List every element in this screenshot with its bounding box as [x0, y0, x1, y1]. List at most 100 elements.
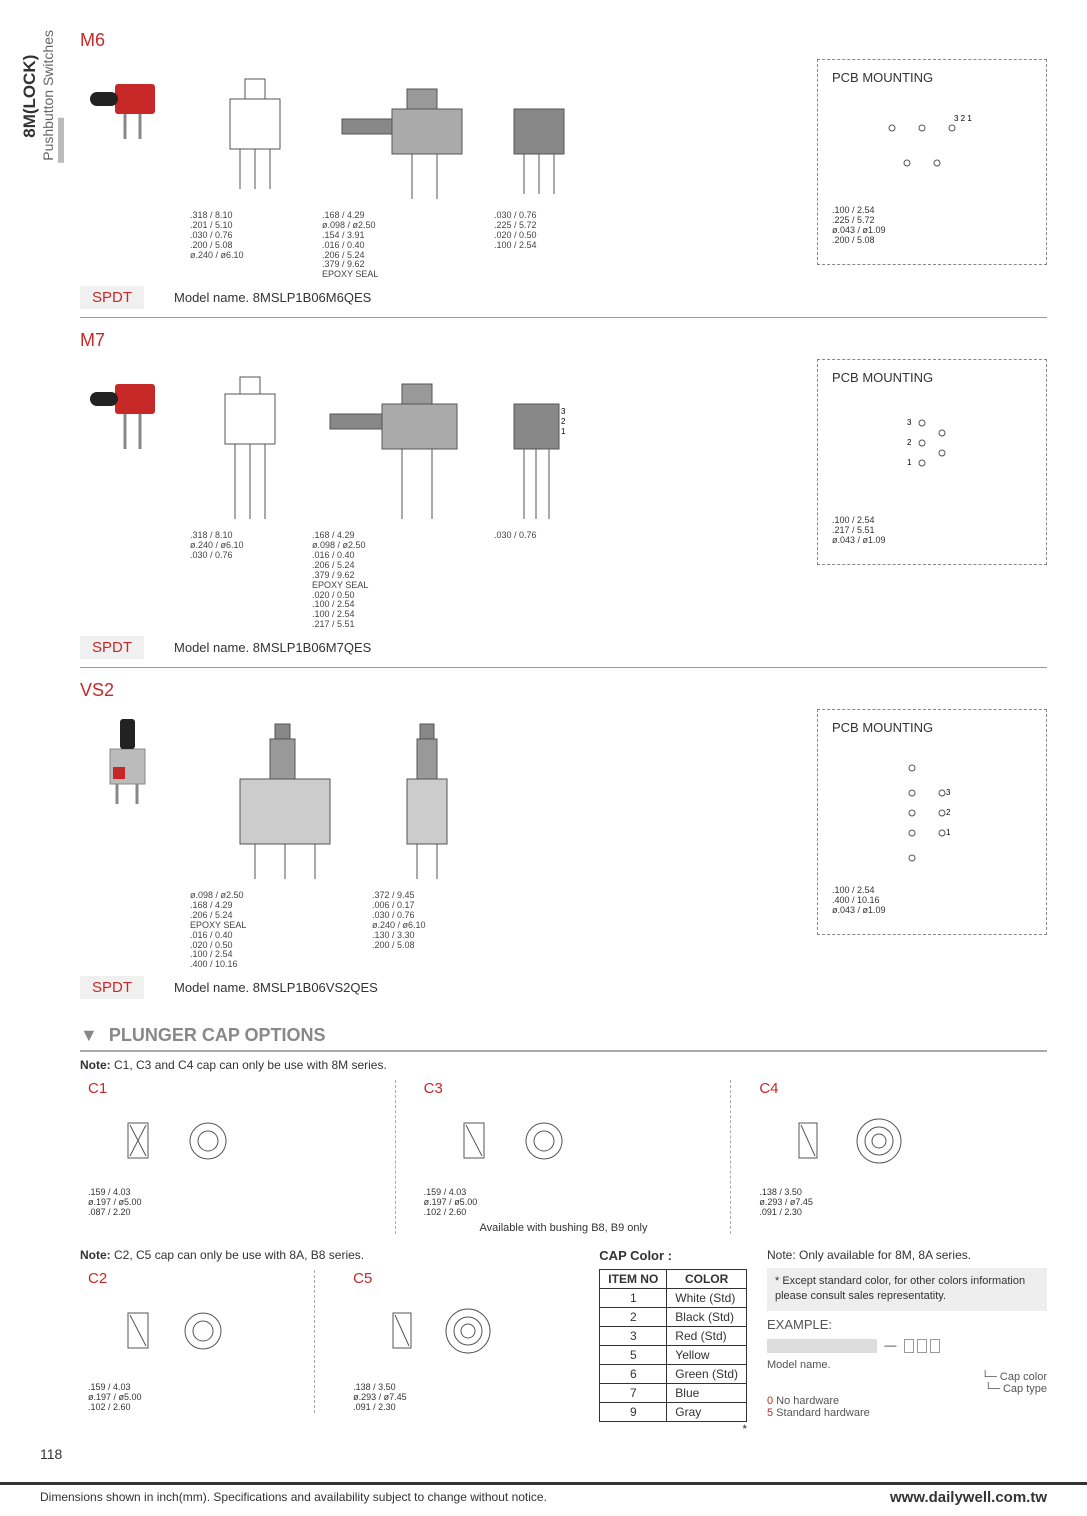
cap-name: C4 [759, 1080, 1039, 1097]
pcb-title: PCB MOUNTING [832, 70, 1032, 85]
plunger-heading: ▼ PLUNGER CAP OPTIONS [80, 1025, 1047, 1052]
table-row: 5Yellow [600, 1345, 747, 1364]
drawing-front: .318 / 8.10 ø.240 / ø6.10 .030 / 0.76 [190, 359, 300, 630]
pcb-mounting-box: PCB MOUNTING 3 2 1 .100 / 2.54 .225 / 5.… [817, 59, 1047, 265]
side-subtitle: Pushbutton Switches [40, 30, 56, 161]
slot-box [917, 1339, 927, 1353]
drawing-side: .168 / 4.29 ø.098 / ø2.50 .016 / 0.40 .2… [312, 359, 482, 630]
model-prefix: Model name. [174, 980, 249, 995]
svg-text:3: 3 [946, 788, 951, 797]
drawing-rear: .030 / 0.76 .225 / 5.72 .020 / 0.50 .100… [494, 59, 584, 280]
dim: .102 / 2.60 [88, 1403, 306, 1413]
note-top: Note: Only available for 8M, 8A series. [767, 1248, 1047, 1262]
pcb-diagram: 3 2 1 [832, 393, 1022, 513]
annot-0-text: No hardware [773, 1395, 839, 1407]
slot-box [930, 1339, 940, 1353]
pcb-mounting-box: PCB MOUNTING 321 .100 / 2.54 .400 / 10.1… [817, 709, 1047, 935]
cap-drawing [424, 1103, 604, 1183]
side-tab: 8M(LOCK) Pushbutton Switches [20, 30, 56, 163]
drawing-side: .168 / 4.29 ø.098 / ø2.50 .154 / 3.91 .0… [322, 59, 482, 280]
drawing-group: .318 / 8.10 ø.240 / ø6.10 .030 / 0.76 .1… [190, 359, 797, 630]
annot-modelname: Model name. [767, 1359, 1047, 1371]
cap-name: C2 [88, 1270, 306, 1287]
dim: .400 / 10.16 [190, 960, 360, 970]
switch-type: SPDT [80, 636, 144, 659]
side-tab-bar [58, 118, 64, 163]
table-row: 3Red (Std) [600, 1326, 747, 1345]
lower-left: Note: C2, C5 cap can only be use with 8A… [80, 1248, 579, 1436]
cap-name: C5 [353, 1270, 571, 1287]
footer-dims: Dimensions shown in inch(mm). Specificat… [40, 1490, 547, 1504]
cap-color-block: CAP Color : ITEM NOCOLOR 1White (Std) 2B… [599, 1248, 747, 1436]
annot-5-text: Standard hardware [773, 1407, 870, 1419]
col-color: COLOR [667, 1269, 747, 1288]
dim: .091 / 2.30 [353, 1403, 571, 1413]
dim: .100 / 2.54 [494, 241, 584, 251]
example-model-box [767, 1339, 877, 1353]
section-title: PLUNGER CAP OPTIONS [109, 1025, 326, 1045]
lower-section: Note: C2, C5 cap can only be use with 8A… [80, 1248, 1047, 1436]
table-row: 7Blue [600, 1383, 747, 1402]
dim: .102 / 2.60 [424, 1208, 704, 1218]
model-label: Model name. 8MSLP1B06M7QES [174, 640, 371, 655]
svg-text:1: 1 [946, 828, 951, 837]
switch-type: SPDT [80, 976, 144, 999]
cap-drawing [88, 1103, 268, 1183]
dim: EPOXY SEAL [322, 270, 482, 280]
note-label: Note: [80, 1058, 111, 1072]
drawing-group: .318 / 8.10 .201 / 5.10 .030 / 0.76 .200… [190, 59, 797, 280]
example-header: EXAMPLE: [767, 1317, 1047, 1332]
variant-code: VS2 [80, 680, 1047, 701]
drawing-rear: 321 .030 / 0.76 [494, 359, 574, 630]
cap-c5: C5 .138 / 3.50 ø.293 / ø7.45 .091 / 2.30 [345, 1270, 579, 1413]
annot-captype: Cap type [1003, 1383, 1047, 1395]
model-name: 8MSLP1B06VS2QES [253, 980, 378, 995]
slot-box [904, 1339, 914, 1353]
pcb-title: PCB MOUNTING [832, 370, 1032, 385]
product-photo [80, 709, 170, 809]
plunger-note1: Note: C1, C3 and C4 cap can only be use … [80, 1058, 1047, 1072]
caps-row-1: C1 .159 / 4.03 ø.197 / ø5.00 .087 / 2.20… [80, 1080, 1047, 1234]
cap-subnote: Available with bushing B8, B9 only [424, 1222, 704, 1234]
model-label: Model name. 8MSLP1B06M6QES [174, 290, 371, 305]
svg-text:1: 1 [561, 427, 566, 436]
switch-type: SPDT [80, 286, 144, 309]
model-label: Model name. 8MSLP1B06VS2QES [174, 980, 378, 995]
note-text: C2, C5 cap can only be use with 8A, B8 s… [111, 1248, 364, 1262]
table-row: 6Green (Std) [600, 1364, 747, 1383]
pcb-mounting-box: PCB MOUNTING 321 .100 / 2.54 .217 / 5.51… [817, 359, 1047, 565]
cap-color-table: ITEM NOCOLOR 1White (Std) 2Black (Std) 3… [599, 1269, 747, 1422]
pcb-diagram: 3 2 1 [832, 93, 1022, 203]
cap-drawing [759, 1103, 939, 1183]
switch-icon [85, 364, 165, 454]
annot-capcolor: Cap color [1000, 1371, 1047, 1383]
variant-vs2: VS2 ø.098 / ø2.50 .168 / 4.29 .206 / 5.2… [80, 680, 1047, 1007]
dim: ø.240 / ø6.10 [190, 251, 310, 261]
dash-icon: — [884, 1338, 896, 1352]
pcb-dim: ø.043 / ø1.09 [832, 536, 1032, 546]
variant-code: M7 [80, 330, 1047, 351]
product-photo [80, 359, 170, 459]
table-row: 2Black (Std) [600, 1307, 747, 1326]
model-name: 8MSLP1B06M7QES [253, 640, 372, 655]
drawing-side: .372 / 9.45 .006 / 0.17 .030 / 0.76 ø.24… [372, 709, 482, 970]
plunger-note2: Note: C2, C5 cap can only be use with 8A… [80, 1248, 579, 1262]
note-text: C1, C3 and C4 cap can only be use with 8… [111, 1058, 387, 1072]
star-note: * Except standard color, for other color… [767, 1268, 1047, 1311]
svg-text:2: 2 [907, 438, 912, 447]
variant-m7: M7 .318 / 8.10 ø.240 / ø6.10 .030 / 0.76 [80, 330, 1047, 668]
dim: .200 / 5.08 [372, 941, 482, 951]
right-info: Note: Only available for 8M, 8A series. … [767, 1248, 1047, 1436]
drawing-front: .318 / 8.10 .201 / 5.10 .030 / 0.76 .200… [190, 59, 310, 280]
svg-text:3 2 1: 3 2 1 [954, 114, 972, 123]
dim: .087 / 2.20 [88, 1208, 368, 1218]
pcb-title: PCB MOUNTING [832, 720, 1032, 735]
page-number: 118 [40, 1446, 1087, 1462]
note-label: Note: [80, 1248, 111, 1262]
cap-c1: C1 .159 / 4.03 ø.197 / ø5.00 .087 / 2.20 [80, 1080, 376, 1234]
svg-text:1: 1 [907, 458, 912, 467]
cap-name: C1 [88, 1080, 368, 1097]
cap-drawing [353, 1293, 523, 1378]
svg-text:3: 3 [907, 418, 912, 427]
cap-color-heading: CAP Color : [599, 1248, 747, 1263]
